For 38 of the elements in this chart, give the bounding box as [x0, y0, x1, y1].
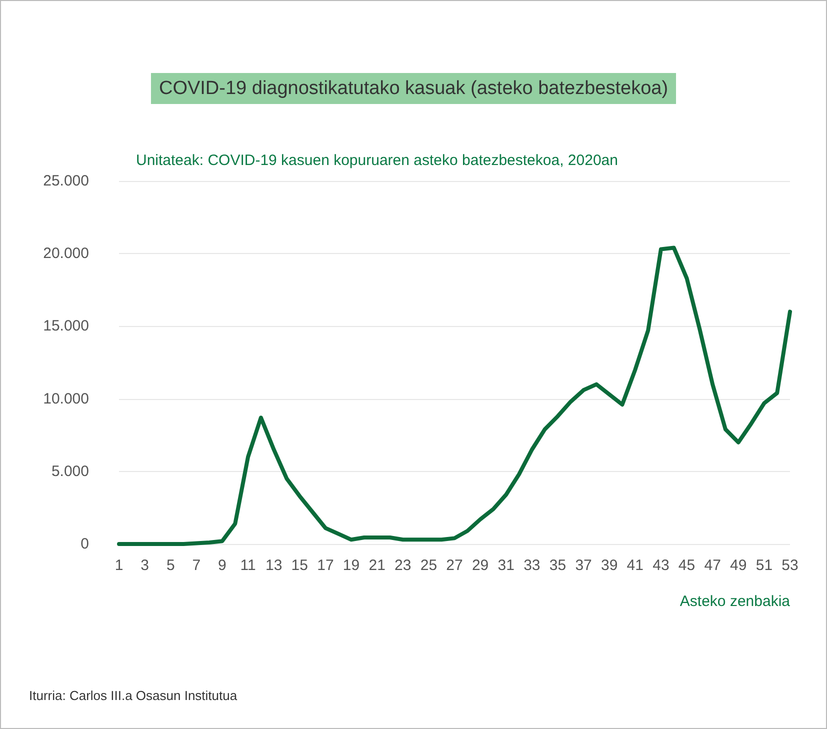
x-tick-label: 7 — [192, 557, 201, 574]
x-tick-label: 5 — [166, 557, 175, 574]
x-tick-label: 1 — [114, 557, 124, 574]
chart-subtitle: Unitateak: COVID-19 kasuen kopuruaren asteko batezbestekoa, 2020an — [136, 152, 618, 169]
x-tick-label: 23 — [394, 557, 412, 574]
x-tick-label: 33 — [524, 557, 540, 574]
x-tick-label: 51 — [756, 557, 773, 574]
x-tick-label: 17 — [317, 557, 334, 574]
x-tick-label: 27 — [446, 557, 463, 574]
x-tick-label: 41 — [626, 557, 644, 574]
text: Iturria: Carlos III.a Osasun Institutua — [29, 688, 238, 703]
x-tick-label: 47 — [704, 557, 721, 574]
x-tick-label: 3 — [140, 557, 149, 574]
x-tick-label: 37 — [575, 557, 592, 574]
x-tick-label: 21 — [368, 557, 386, 574]
x-tick-label: 39 — [601, 557, 618, 574]
x-tick-label: 9 — [218, 557, 226, 574]
y-tick-label: 10.000 — [43, 390, 89, 408]
y-tick-label: 25.000 — [43, 172, 89, 190]
line-series — [117, 246, 792, 546]
y-tick-label: 0 — [80, 536, 89, 552]
x-tick-label: 49 — [730, 557, 747, 574]
x-tick-label: 43 — [652, 557, 670, 574]
x-tick-label: 45 — [678, 557, 696, 574]
x-tick-label: 13 — [266, 557, 282, 574]
x-tick-label: 11 — [240, 557, 256, 574]
x-tick-label: 31 — [498, 557, 514, 574]
x-tick-label: 53 — [782, 557, 798, 574]
x-axis-title: Asteko zenbakia — [680, 593, 791, 610]
x-tick-label: 29 — [472, 557, 489, 574]
x-tick-label: 19 — [342, 557, 360, 574]
x-tick-label: 25 — [420, 557, 438, 574]
chart-title: COVID-19 diagnostikatutako kasuak (asteko batezbestekoa) — [158, 78, 668, 99]
y-tick-label: 5.000 — [51, 462, 89, 480]
y-tick-label: 15.000 — [43, 318, 89, 335]
y-tick-label: 20.000 — [43, 245, 89, 262]
x-tick-label: 15 — [291, 557, 308, 574]
x-tick-label: 35 — [549, 557, 566, 574]
